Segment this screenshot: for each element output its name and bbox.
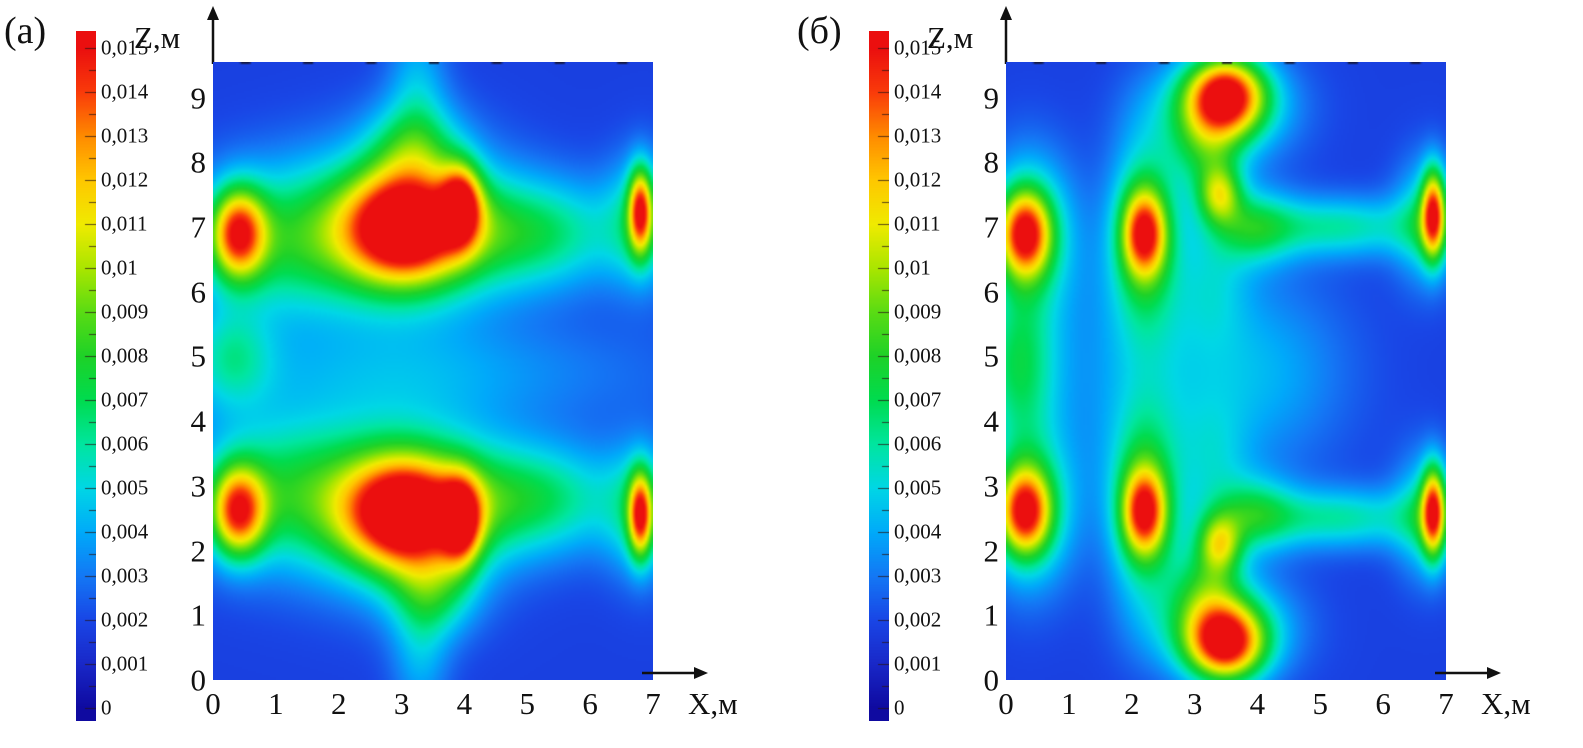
x-tick-label: 5 (519, 686, 536, 721)
x-tick-label: 6 (582, 686, 598, 721)
colorbar-gradient (76, 31, 96, 721)
colorbar-tick-label: 0,007 (894, 387, 942, 412)
z-tick-labels: 0 1 2 3 4 5 6 7 8 9 (156, 62, 207, 695)
z-tick-label: 5 (983, 338, 1000, 374)
colorbar-tick-label: 0,001 (101, 651, 149, 676)
z-tick-label: 0 (983, 662, 1000, 698)
z-tick-label: 2 (983, 533, 1000, 569)
z-tick-label: 8 (983, 144, 1000, 180)
colorbar-tick-label: 0,008 (894, 343, 942, 368)
x-tick-label: 0 (998, 686, 1014, 721)
colorbar-tick-label: 0,015 (894, 35, 942, 60)
x-tick-label: 7 (1438, 686, 1454, 721)
heatmap-canvas (1006, 62, 1446, 680)
colorbar-tick-label: 0,005 (101, 475, 149, 500)
z-tick-label: 1 (190, 597, 207, 633)
z-tick-labels: 0 1 2 3 4 5 6 7 8 9 (949, 62, 1000, 695)
colorbar-tick-label: 0,013 (894, 123, 942, 148)
z-tick-label: 4 (983, 403, 1000, 439)
colorbar-tick-label: 0,001 (894, 651, 942, 676)
colorbar-tick-label: 0,015 (101, 35, 149, 60)
colorbar-tick-label: 0,012 (894, 167, 942, 192)
x-axis-arrow-icon (642, 667, 708, 679)
x-tick-label: 6 (1375, 686, 1391, 721)
colorbar-tick-label: 0,004 (101, 519, 149, 544)
z-axis-arrow-icon (207, 6, 219, 64)
x-tick-label: 1 (1061, 686, 1077, 721)
z-tick-label: 6 (190, 274, 207, 310)
x-tick-label: 3 (393, 686, 410, 721)
z-tick-label: 8 (190, 144, 207, 180)
panel-b: (б) 0 0,001 0,002 0,003 0,004 0,005 0,006 0,007… (793, 0, 1583, 748)
x-axis-arrow-icon (1435, 667, 1501, 679)
z-tick-label: 7 (190, 209, 207, 245)
panel-a: (а) 0 0,001 0,002 0,003 0,004 0,005 0,006 0,007… (4, 6, 738, 728)
colorbar-tick-labels: 0 0,001 0,002 0,003 0,004 0,005 0,006 0,007 0,00… (101, 35, 149, 720)
x-tick-label: 7 (645, 686, 661, 721)
colorbar-tick-label: 0,002 (101, 607, 149, 632)
x-tick-labels: 0 1 2 3 4 5 6 7 (998, 686, 1486, 728)
panel-b-label: (б) (797, 10, 842, 52)
z-tick-label: 5 (190, 338, 207, 374)
colorbar-tick-label: 0,006 (894, 431, 942, 456)
colorbar-tick-label: 0,003 (894, 563, 942, 588)
colorbar-tick-label: 0,003 (101, 563, 149, 588)
colorbar-tick-label: 0,01 (894, 255, 931, 280)
x-tick-label: 4 (456, 686, 473, 721)
z-tick-label: 0 (190, 662, 207, 698)
colorbar-tick-label: 0,014 (101, 79, 149, 104)
x-tick-label: 0 (205, 686, 221, 721)
z-tick-label: 6 (983, 274, 1000, 310)
x-tick-labels: 0 1 2 3 4 5 6 7 (205, 686, 693, 728)
colorbar-tick-label: 0,013 (101, 123, 149, 148)
colorbar-tick-label: 0,006 (101, 431, 149, 456)
x-tick-label: 2 (330, 686, 347, 721)
z-tick-label: 3 (983, 468, 1000, 504)
z-tick-label: 1 (983, 597, 1000, 633)
colorbar-tick-label: 0,004 (894, 519, 942, 544)
colorbar-tick-label: 0 (101, 695, 112, 720)
panel-a-label: (а) (4, 10, 47, 52)
z-tick-label: 4 (190, 403, 207, 439)
z-tick-label: 2 (190, 533, 207, 569)
z-tick-label: 3 (190, 468, 207, 504)
colorbar-tick-label: 0 (894, 695, 905, 720)
x-tick-label: 2 (1123, 686, 1140, 721)
z-axis-label: Z,м (134, 20, 181, 55)
x-axis-label: X,м (1481, 686, 1531, 721)
colorbar-tick-label: 0,009 (894, 299, 942, 324)
x-tick-label: 3 (1186, 686, 1203, 721)
colorbar-tick-label: 0,01 (101, 255, 138, 280)
colorbar-tick-label: 0,005 (894, 475, 942, 500)
colorbar-tick-label: 0,007 (101, 387, 149, 412)
z-tick-label: 9 (190, 80, 207, 116)
colorbar-tick-label: 0,002 (894, 607, 942, 632)
x-tick-label: 5 (1312, 686, 1329, 721)
heatmap-canvas (213, 62, 653, 680)
x-tick-label: 1 (268, 686, 284, 721)
colorbar-gradient (869, 31, 889, 721)
colorbar-tick-label: 0,014 (894, 79, 942, 104)
colorbar-tick-label: 0,012 (101, 167, 149, 192)
colorbar-tick-labels: 0 0,001 0,002 0,003 0,004 0,005 0,006 0,007 0,00… (793, 0, 1583, 748)
colorbar-tick-label: 0,009 (101, 299, 149, 324)
colorbar-tick-label: 0,011 (894, 211, 941, 236)
colorbar-tick-label: 0,011 (101, 211, 148, 236)
colorbar-tick-label: 0,008 (101, 343, 149, 368)
z-tick-label: 7 (983, 209, 1000, 245)
z-tick-label: 9 (983, 80, 1000, 116)
x-tick-label: 4 (1249, 686, 1266, 721)
x-axis-label: X,м (688, 686, 738, 721)
z-axis-label: Z,м (927, 20, 974, 55)
z-axis-arrow-icon (1000, 6, 1012, 64)
